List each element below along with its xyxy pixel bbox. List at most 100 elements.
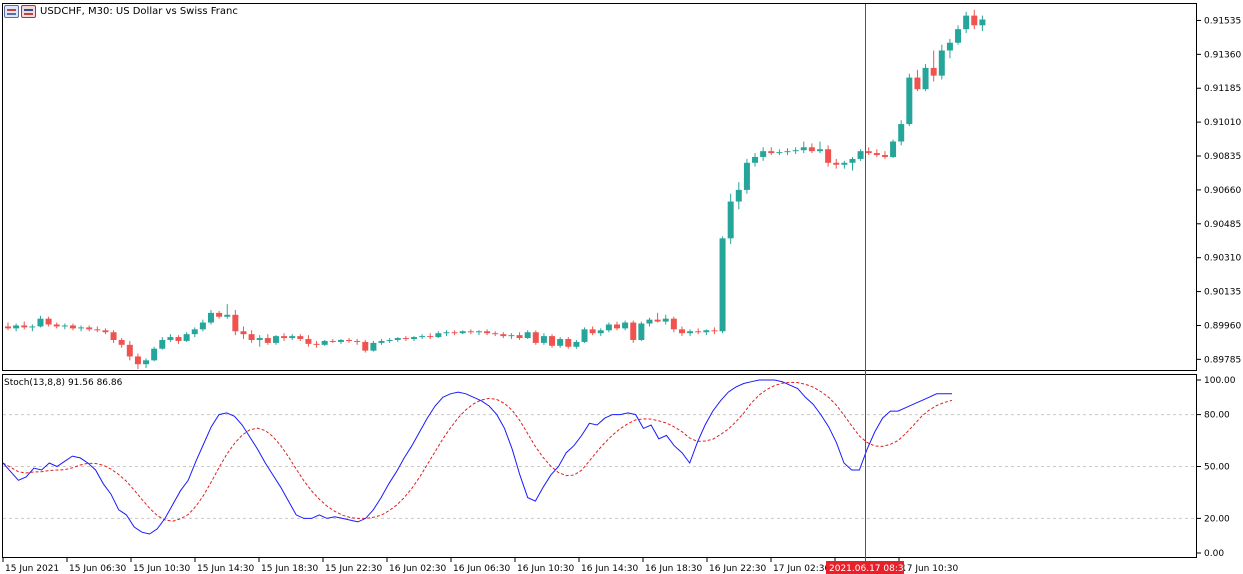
candle-body <box>508 335 515 337</box>
candle <box>760 147 767 161</box>
candle <box>134 353 141 370</box>
candle <box>126 340 133 361</box>
candle <box>670 316 677 333</box>
candle-body <box>240 331 247 335</box>
price-tick-label: 0.91010 <box>1204 118 1241 128</box>
candle <box>581 327 588 343</box>
candle <box>167 334 174 342</box>
candle <box>256 335 263 347</box>
candle-body <box>94 329 101 331</box>
candle <box>825 145 832 167</box>
price-axis: 0.91535 0.91360 0.91185 0.91010 0.90835 0.906… <box>1197 16 1241 365</box>
candle <box>94 326 101 333</box>
candle-body <box>614 324 620 329</box>
candle <box>492 331 499 337</box>
candle <box>833 158 840 169</box>
candle-body <box>216 312 223 317</box>
candle <box>955 25 962 45</box>
candle <box>890 139 897 158</box>
candle-body <box>808 147 815 152</box>
candle-body <box>963 15 970 30</box>
candle-body <box>540 336 547 343</box>
candle <box>727 193 734 245</box>
candle <box>808 143 815 154</box>
candle-body <box>946 42 953 51</box>
candle-body <box>825 149 832 163</box>
candle-body <box>281 336 288 339</box>
candle <box>703 329 710 336</box>
symbol-flag-icon[interactable] <box>21 5 36 18</box>
indicator-level-grid <box>3 414 1196 519</box>
candle-body <box>662 318 669 322</box>
candle-body <box>971 15 978 26</box>
candle <box>329 339 336 343</box>
stoch-signal-line <box>2 381 953 522</box>
candle <box>605 322 612 333</box>
candle <box>78 325 85 332</box>
candle-body <box>248 334 255 340</box>
candle-body <box>411 337 417 340</box>
candle <box>29 324 36 332</box>
candle-body <box>581 329 588 342</box>
candle-body <box>143 360 150 365</box>
candle <box>549 334 556 348</box>
candle-body <box>833 162 840 165</box>
candle-body <box>630 322 637 340</box>
stochastic-axis: 100.00 80.00 50.00 20.00 0.00 <box>1197 376 1236 559</box>
candle-body <box>86 327 93 330</box>
candle-body <box>711 330 718 332</box>
price-tick-label: 0.91185 <box>1204 84 1241 94</box>
candlestick-series <box>5 9 986 370</box>
candle-body <box>378 340 385 343</box>
candle <box>459 330 466 335</box>
candle <box>216 310 223 319</box>
stoch-tick-label: 20.00 <box>1204 514 1230 524</box>
candle-body <box>61 325 68 327</box>
candle-body <box>451 332 458 334</box>
candle <box>69 323 76 331</box>
candle-body <box>297 336 304 340</box>
candle-body <box>346 339 353 341</box>
candle <box>224 304 231 319</box>
time-tick-label: 15 Jun 10:30 <box>133 564 190 574</box>
candle <box>118 338 125 348</box>
candle-body <box>784 151 791 153</box>
candle <box>102 328 109 335</box>
candle <box>922 64 929 92</box>
candle <box>248 330 255 343</box>
candle-body <box>979 19 986 26</box>
stoch-tick-label: 100.00 <box>1204 376 1236 386</box>
candle <box>321 339 328 346</box>
candle <box>110 330 117 343</box>
candle-body <box>78 327 85 329</box>
candle <box>362 339 369 353</box>
candle-body <box>890 141 897 157</box>
candle <box>971 9 978 30</box>
candle <box>419 334 426 340</box>
candle-body <box>914 77 921 90</box>
candle-body <box>589 329 596 334</box>
candle-body <box>224 314 231 317</box>
candle <box>695 328 702 335</box>
candle-body <box>354 340 361 342</box>
candle-body <box>53 324 60 327</box>
candle-body <box>597 330 604 334</box>
candle <box>45 316 52 327</box>
candle-body <box>394 338 401 340</box>
candle-body <box>922 67 929 90</box>
candle-body <box>370 342 377 351</box>
chart-window-icon[interactable] <box>4 5 19 18</box>
candle-body <box>305 339 312 344</box>
time-tick-label: 16 Jun 10:30 <box>517 564 574 574</box>
candle <box>930 50 937 82</box>
candle <box>711 327 718 335</box>
time-tick-label: 15 Jun 14:30 <box>197 564 254 574</box>
candle <box>143 358 150 369</box>
candle-body <box>670 318 677 330</box>
candle-body <box>557 339 564 346</box>
candle-body <box>873 153 880 156</box>
candle-body <box>938 50 945 76</box>
candle <box>800 141 807 154</box>
indicator-main-value: 91.56 <box>67 378 94 388</box>
